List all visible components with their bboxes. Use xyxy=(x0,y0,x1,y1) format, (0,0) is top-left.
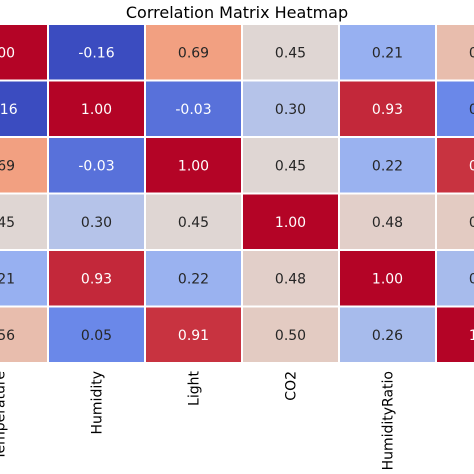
heatmap-cell xyxy=(241,192,340,251)
chart-title: Correlation Matrix Heatmap xyxy=(126,3,348,22)
cell-value-label: 0.69 xyxy=(178,45,209,61)
cell-value-label: 0.05 xyxy=(81,328,112,344)
cell-value-label: 0.45 xyxy=(275,158,306,174)
cell-value-label: 0.30 xyxy=(275,102,306,118)
cell-value-label: 1.00 xyxy=(178,158,209,174)
x-tick-label: Temperature xyxy=(0,371,9,461)
cell-value-label: 0.05 xyxy=(469,102,474,118)
x-tick-label: Humidity xyxy=(90,371,106,434)
heatmap-cell xyxy=(338,79,437,138)
cell-value-label: 0.93 xyxy=(372,102,403,118)
heatmap-cell xyxy=(144,305,243,364)
heatmap-cells: 1.00 -0.16 0.69 0.45 0.21 0.56 -0.16 1.00 -0.03 0… xyxy=(0,23,474,364)
cell-value-label: 1.00 xyxy=(469,328,474,344)
x-tick-labels: Temperature Humidity Light CO2 HumidityRatio… xyxy=(0,371,397,471)
heatmap-cell xyxy=(435,79,474,138)
cell-value-label: 0.91 xyxy=(178,328,209,344)
cell-value-label: 1.00 xyxy=(372,271,403,287)
heatmap-cell xyxy=(144,136,243,195)
heatmap-cell xyxy=(338,305,437,364)
cell-value-label: 0.26 xyxy=(469,271,474,287)
heatmap-cell xyxy=(144,79,243,138)
cell-value-label: 0.26 xyxy=(372,328,403,344)
cell-value-label: 0.91 xyxy=(469,158,474,174)
cell-value-label: -0.03 xyxy=(78,158,114,174)
heatmap-cell xyxy=(144,23,243,82)
cell-value-label: 0.56 xyxy=(469,45,474,61)
cell-value-label: 0.45 xyxy=(275,45,306,61)
cell-value-label: 0.45 xyxy=(0,215,15,231)
heatmap-cell xyxy=(435,136,474,195)
cell-value-label: 0.56 xyxy=(0,328,15,344)
cell-value-label: 0.69 xyxy=(0,158,15,174)
heatmap-cell xyxy=(241,249,340,308)
cell-value-label: 0.48 xyxy=(275,271,306,287)
cell-value-label: 0.21 xyxy=(372,45,403,61)
cell-value-label: -0.16 xyxy=(78,45,114,61)
cell-value-label: 1.00 xyxy=(0,45,15,61)
cell-value-label: 1.00 xyxy=(81,102,112,118)
cell-value-label: 1.00 xyxy=(275,215,306,231)
cell-value-label: 0.48 xyxy=(372,215,403,231)
cell-value-label: -0.16 xyxy=(0,102,18,118)
heatmap-cell xyxy=(144,192,243,251)
cell-value-label: 0.50 xyxy=(275,328,306,344)
cell-value-label: 0.45 xyxy=(178,215,209,231)
x-tick-label: HumidityRatio xyxy=(381,371,397,470)
heatmap-cell xyxy=(241,79,340,138)
cell-value-label: 0.50 xyxy=(469,215,474,231)
heatmap-cell xyxy=(144,249,243,308)
heatmap-cell xyxy=(435,23,474,82)
cell-value-label: 0.22 xyxy=(372,158,403,174)
heatmap-cell xyxy=(435,305,474,364)
heatmap-cell xyxy=(435,249,474,308)
heatmap-cell xyxy=(338,249,437,308)
cell-value-label: 0.22 xyxy=(178,271,209,287)
cell-value-label: 0.30 xyxy=(81,215,112,231)
cell-value-label: 0.93 xyxy=(81,271,112,287)
heatmap-cell xyxy=(47,136,146,195)
cell-value-label: 0.21 xyxy=(0,271,15,287)
heatmap-cell xyxy=(47,305,146,364)
x-tick-label: Light xyxy=(187,371,203,406)
x-tick-label: CO2 xyxy=(284,371,300,401)
heatmap-cell xyxy=(435,192,474,251)
cell-value-label: -0.03 xyxy=(175,102,211,118)
